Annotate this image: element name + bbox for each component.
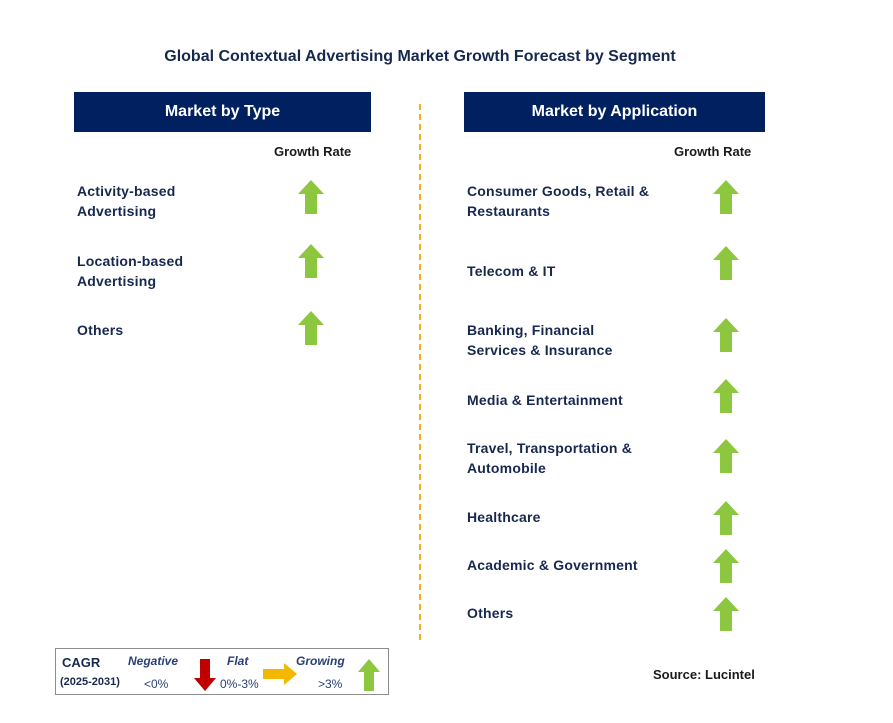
application-row-label: Academic & Government [467,557,638,573]
application-panel-header: Market by Application [464,92,765,132]
application-growth-rate-label: Growth Rate [674,144,752,159]
source-credit: Source: Lucintel [653,667,755,682]
panel-divider [419,104,421,640]
up-arrow-icon [713,549,739,583]
application-row-label: Others [467,605,514,621]
up-arrow-icon [298,180,324,214]
legend-negative-label: Negative [128,654,179,668]
legend-cagr-label: CAGR [62,655,101,670]
chart-title: Global Contextual Advertising Market Gro… [164,48,676,65]
up-arrow-icon [713,501,739,535]
up-arrow-icon [358,659,380,691]
application-row-label: Banking, Financial Services & Insurance [467,322,613,358]
down-arrow-icon [194,659,216,691]
legend-growing-label: Growing [296,654,345,668]
type-growth-rate-label: Growth Rate [274,144,352,159]
up-arrow-icon [713,318,739,352]
legend-flat-range: 0%-3% [220,677,259,691]
type-row-label: Location-based Advertising [77,253,184,289]
up-arrow-icon [713,379,739,413]
type-row-label: Activity-based Advertising [77,183,176,219]
right-arrow-icon [263,663,297,685]
application-row-label: Travel, Transportation & Automobile [467,440,633,476]
legend-period: (2025-2031) [60,676,120,688]
up-arrow-icon [713,439,739,473]
up-arrow-icon [298,244,324,278]
cagr-legend: CAGR (2025-2031) Negative <0% Flat 0%-3%… [55,648,389,695]
application-row-label: Healthcare [467,509,541,525]
legend-growing-range: >3% [318,677,343,691]
up-arrow-icon [713,246,739,280]
up-arrow-icon [713,597,739,631]
application-row-label: Consumer Goods, Retail & Restaurants [467,183,650,219]
up-arrow-icon [713,180,739,214]
type-row-label: Others [77,322,124,338]
legend-flat-label: Flat [227,654,249,668]
legend-negative-range: <0% [144,677,169,691]
application-row-label: Media & Entertainment [467,392,623,408]
application-row-label: Telecom & IT [467,263,556,279]
up-arrow-icon [298,311,324,345]
type-panel-header: Market by Type [74,92,371,132]
